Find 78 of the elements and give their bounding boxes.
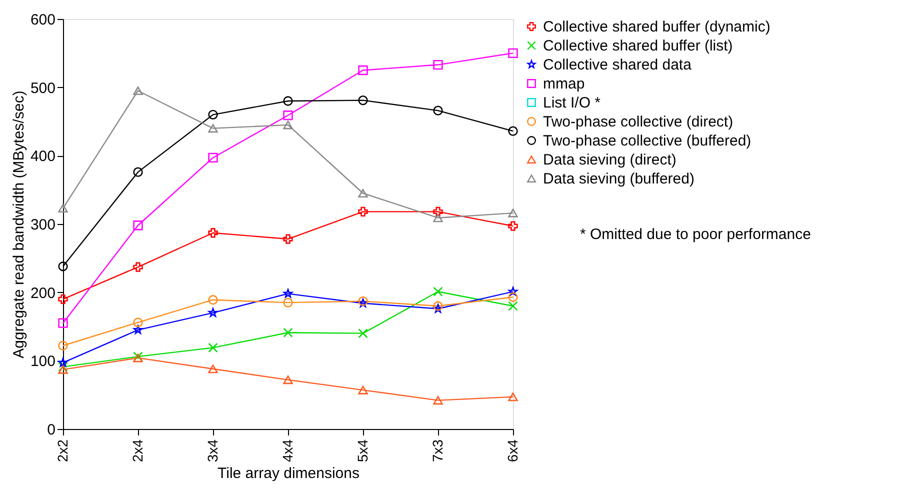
point: [133, 86, 143, 96]
point: [133, 325, 143, 334]
legend-label: Data sieving (buffered): [543, 170, 694, 188]
point: [508, 126, 518, 136]
y-tick-label: 500: [30, 80, 56, 97]
point: [283, 328, 293, 338]
x-tick-label: 5x4: [354, 439, 370, 462]
y-tick-label: 200: [30, 284, 56, 302]
y-axis-title: Aggregate read bandwidth (MBytes/sec): [10, 90, 28, 358]
point: [133, 220, 143, 230]
point: [208, 364, 218, 374]
point: [133, 262, 143, 272]
point: [433, 304, 443, 313]
point: [58, 362, 68, 372]
x-tick-label: 4x4: [280, 439, 296, 462]
point: [358, 65, 368, 76]
point: [433, 106, 443, 116]
x-tick-label: 3x4: [204, 439, 220, 462]
legend-label: Collective shared buffer (list): [543, 38, 733, 54]
point: [58, 294, 68, 304]
point: [283, 120, 293, 130]
point: [283, 110, 293, 120]
point: [283, 298, 293, 308]
point: [208, 228, 218, 238]
point: [508, 48, 518, 58]
x-tick-label: 2x4: [130, 439, 146, 462]
point: [508, 292, 518, 302]
point: [433, 286, 443, 296]
point: [433, 301, 443, 311]
x-tick-label: 6x4: [504, 439, 520, 462]
legend-label: Two-phase collective (buffered): [543, 132, 752, 150]
point: [358, 386, 368, 394]
point: [208, 295, 218, 305]
text: * Omitted due to poor performance: [580, 226, 811, 243]
point: [358, 328, 368, 338]
point: [358, 95, 368, 106]
point: [433, 206, 443, 217]
y-tick-label: 0: [47, 422, 56, 438]
point: [283, 376, 293, 384]
y-tick-label: 400: [30, 148, 56, 166]
point: [133, 318, 143, 328]
point: [283, 96, 293, 106]
point: [508, 286, 518, 296]
point: [208, 342, 218, 353]
y-tick-label: 300: [30, 216, 56, 234]
point: [208, 308, 218, 317]
legend-label: Collective shared data: [543, 56, 692, 74]
point: [58, 204, 68, 213]
point: [508, 392, 518, 402]
y-tick-label: 600: [30, 12, 56, 28]
point: [208, 124, 218, 133]
point: [358, 188, 368, 198]
legend-label: Data sieving (direct): [543, 152, 676, 168]
point: [58, 318, 68, 328]
legend-label: Collective shared buffer (dynamic): [543, 18, 770, 36]
point: [508, 301, 518, 311]
point: [208, 110, 218, 120]
point: [433, 214, 443, 222]
x-axis-title: Tile array dimensions: [218, 465, 360, 482]
point: [208, 152, 218, 163]
legend-label: List I/O *: [543, 94, 601, 112]
point: [508, 208, 518, 218]
point: [283, 288, 293, 298]
point: [433, 396, 443, 405]
point: [508, 221, 518, 231]
x-tick-label: 2x2: [54, 439, 70, 462]
legend-label: mmap: [543, 76, 585, 92]
point: [58, 365, 68, 374]
point: [58, 358, 68, 367]
legend-label: Two-phase collective (direct): [543, 114, 734, 130]
point: [433, 60, 443, 70]
point: [58, 340, 68, 350]
point: [133, 167, 143, 177]
point: [58, 262, 68, 272]
point: [283, 234, 293, 244]
point: [358, 206, 368, 217]
x-tick-label: 7x3: [430, 439, 446, 462]
y-tick-label: 100: [30, 353, 56, 370]
